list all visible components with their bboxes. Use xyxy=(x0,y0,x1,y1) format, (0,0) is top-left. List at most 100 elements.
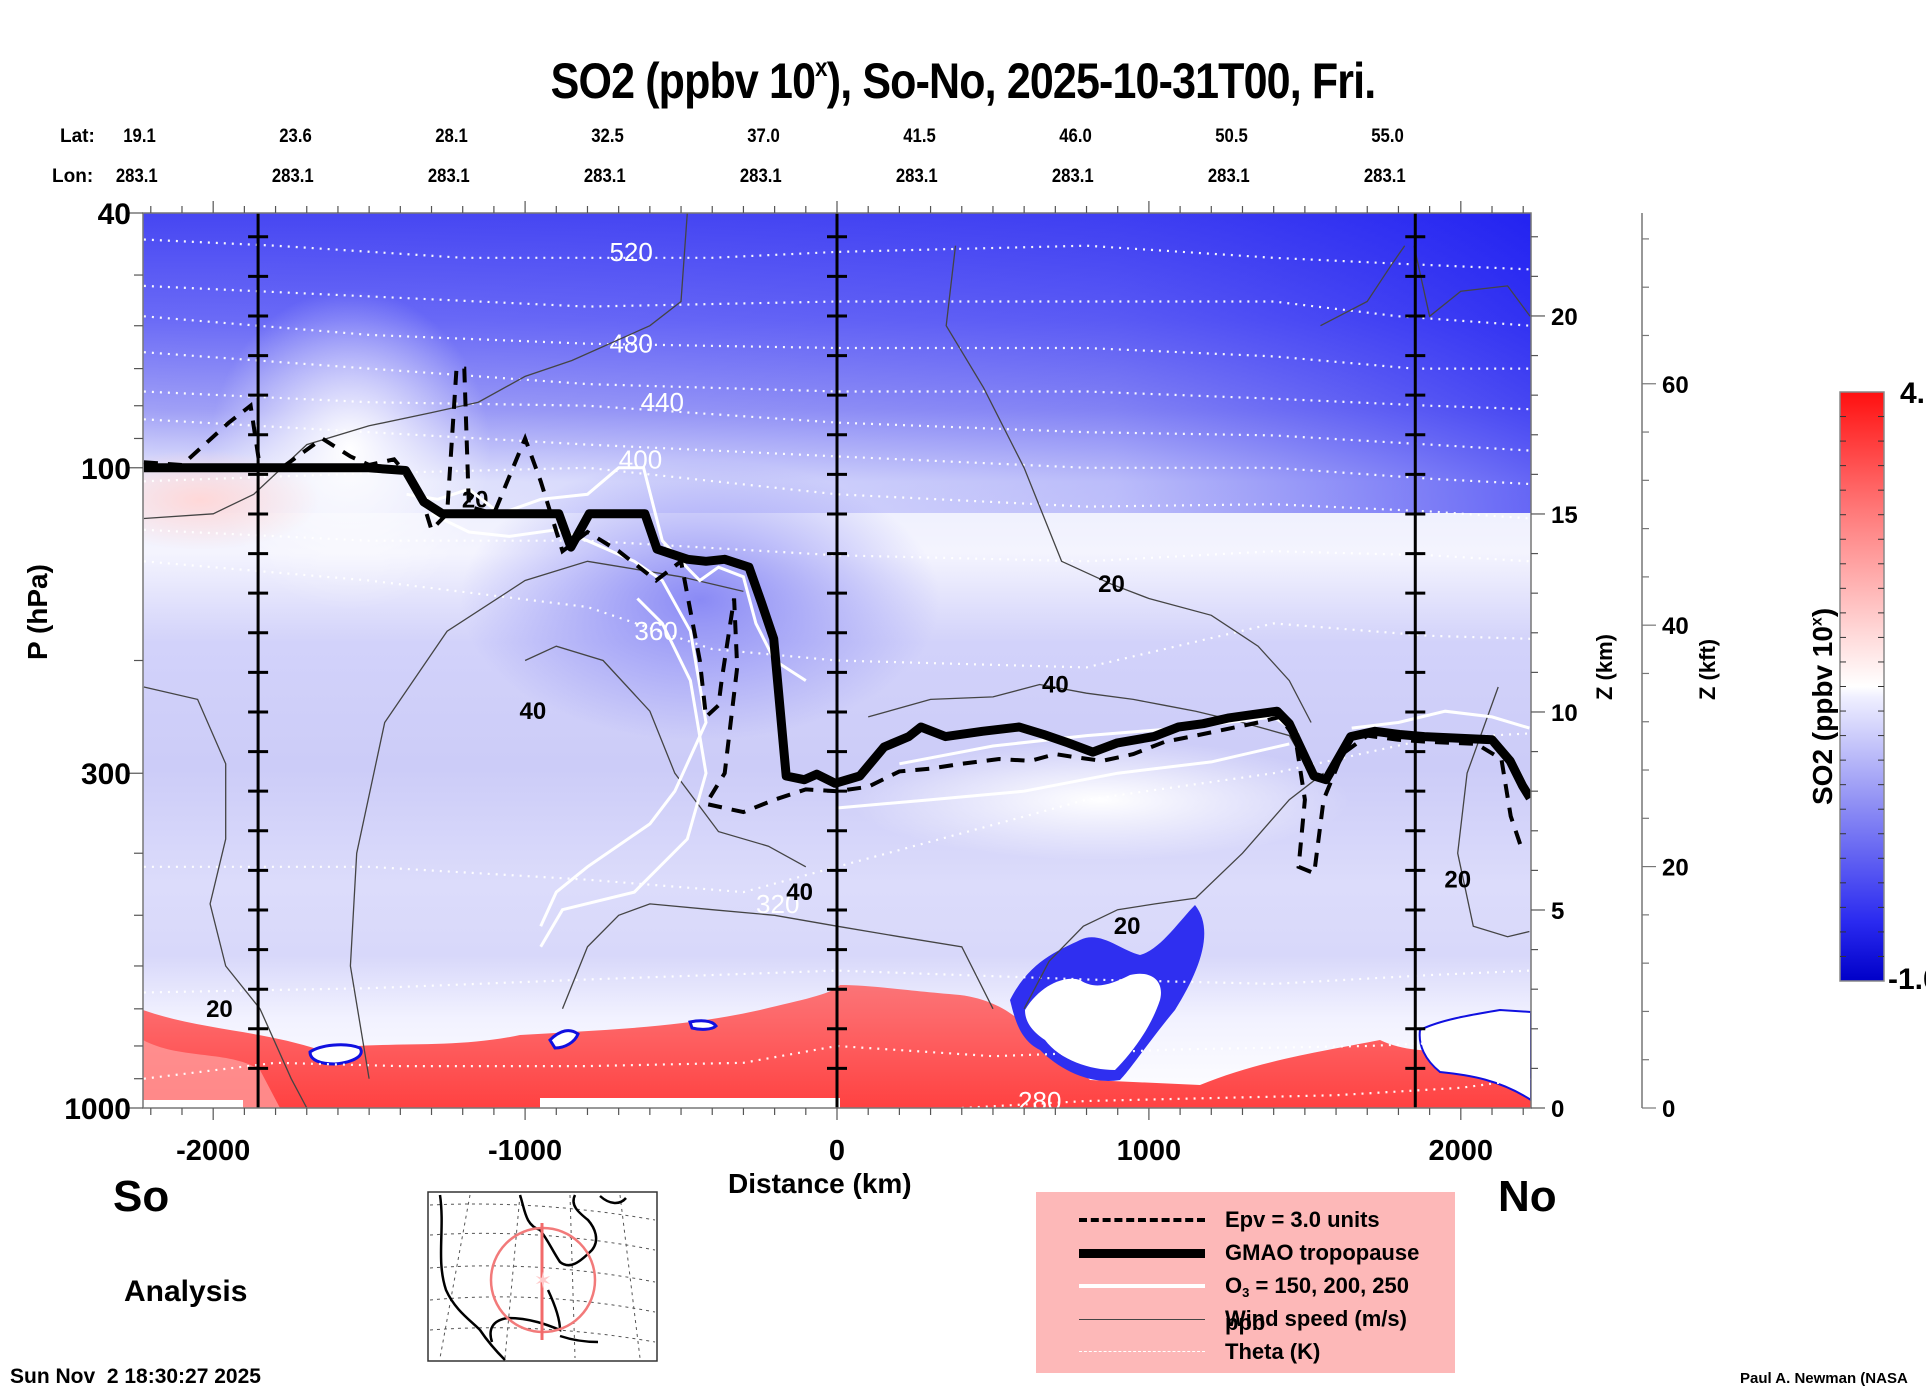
station-lat: 41.5 xyxy=(903,126,936,147)
theta-label: 520 xyxy=(609,237,652,267)
colorbar-title: SO2 (ppbv 10x) xyxy=(1807,607,1838,805)
ozone-line xyxy=(406,466,807,682)
x-tick-label: -2000 xyxy=(176,1135,250,1167)
station-lat: 32.5 xyxy=(591,126,624,147)
north-label: No xyxy=(1498,1172,1557,1221)
station-lon: 283.1 xyxy=(1051,166,1094,187)
theta-label: 280 xyxy=(1018,1086,1061,1116)
dotted-line-icon xyxy=(1079,1351,1205,1352)
legend-item-ozone: O3 = 150, 200, 250 ppb xyxy=(1036,1271,1455,1335)
lon-label: Lon: xyxy=(52,166,94,187)
colorbar-max-label: 4.00 xyxy=(1900,377,1926,410)
station-lon: 283.1 xyxy=(1363,166,1406,187)
thick-line-icon xyxy=(1079,1249,1205,1258)
y-tick-label: 100 xyxy=(81,453,131,486)
map-center-star-icon: ✶ xyxy=(534,1268,552,1293)
z-kft-tick-label: 20 xyxy=(1662,855,1689,882)
x-axis-title: Distance (km) xyxy=(728,1168,912,1199)
so2-high-south xyxy=(143,1040,280,1108)
wind-speed-label: 40 xyxy=(786,879,813,906)
z-km-tick-label: 20 xyxy=(1551,304,1578,331)
so2-missing-blob-3 xyxy=(688,1019,718,1031)
section-markers xyxy=(248,213,1426,1108)
ozone-line xyxy=(836,742,1290,810)
theta-label: 400 xyxy=(619,444,662,474)
station-lon: 283.1 xyxy=(115,166,158,187)
wind-speed-label: 40 xyxy=(520,698,547,725)
colorbar xyxy=(1839,391,1885,982)
wind-speed-line xyxy=(561,903,994,1010)
tropopause-line xyxy=(143,463,1531,801)
so2-missing-blob-2 xyxy=(548,1029,580,1050)
timestamp: Sun Nov 2 18:30:27 2025 xyxy=(10,1365,261,1388)
wind-speed-line xyxy=(1023,772,1324,1010)
wind-speed-label: 20 xyxy=(1098,571,1125,598)
y-tick-label: 1000 xyxy=(64,1093,131,1126)
theta-label: 480 xyxy=(609,329,652,359)
legend-label: Theta (K) xyxy=(1225,1339,1321,1364)
legend-label: O3 = 150, 200, 250 ppb xyxy=(1225,1273,1409,1335)
station-lon: 283.1 xyxy=(895,166,938,187)
y-tick-label: 300 xyxy=(81,758,131,791)
z-kft-tick-label: 0 xyxy=(1662,1096,1675,1123)
axes: -2000 -1000 0 1000 2000 40 100 300 1000 0 5 10 15 20 0… xyxy=(64,198,1688,1167)
x-tick-label: 0 xyxy=(829,1135,845,1167)
z-km-axis-title: Z (km) xyxy=(1592,634,1617,700)
wind-speed-line xyxy=(524,645,807,868)
chart-title: SO2 (ppbv 10x), So-No, 2025-10-31T00, Fr… xyxy=(135,52,1791,110)
station-lon: 283.1 xyxy=(271,166,314,187)
z-kft-tick-label: 60 xyxy=(1662,372,1689,399)
z-kft-axis-title: Z (kft) xyxy=(1695,638,1720,700)
z-km-tick-label: 15 xyxy=(1551,502,1578,529)
dashed-line-icon xyxy=(1079,1218,1205,1222)
title-text-suffix: ), So-No, 2025-10-31T00, Fri. xyxy=(826,53,1376,109)
station-lon: 283.1 xyxy=(427,166,470,187)
station-lat: 50.5 xyxy=(1215,126,1248,147)
station-lon: 283.1 xyxy=(739,166,782,187)
wind-speed-label: 40 xyxy=(1042,671,1069,698)
white-line-icon xyxy=(1079,1284,1205,1288)
legend-item-theta: Theta (K) xyxy=(1036,1337,1455,1367)
analysis-label: Analysis xyxy=(124,1275,248,1308)
legend: Epv = 3.0 units GMAO tropopause O3 = 150… xyxy=(1036,1192,1455,1373)
x-tick-label: -1000 xyxy=(488,1135,562,1167)
wind-speed-line xyxy=(868,683,1312,774)
so2-missing-floor-1 xyxy=(143,1100,243,1108)
station-lat: 19.1 xyxy=(123,126,156,147)
station-lon: 283.1 xyxy=(583,166,626,187)
ozone-contours xyxy=(406,466,1530,948)
wind-speed-line xyxy=(945,245,1312,723)
legend-item-tropopause: GMAO tropopause xyxy=(1036,1238,1455,1268)
legend-item-epv: Epv = 3.0 units xyxy=(1036,1205,1455,1235)
credit-label: Paul A. Newman (NASA xyxy=(1740,1370,1908,1387)
station-lat: 46.0 xyxy=(1059,126,1092,147)
z-km-tick-label: 0 xyxy=(1551,1096,1564,1123)
y-axis-title: P (hPa) xyxy=(22,564,53,660)
station-lat: 28.1 xyxy=(435,126,468,147)
theta-line xyxy=(961,1077,1531,1108)
title-superscript: x xyxy=(815,52,827,82)
ozone-line xyxy=(899,715,1300,766)
so2-pink-blob xyxy=(143,450,320,550)
wind-speed-line xyxy=(1320,245,1406,327)
thin-line-icon xyxy=(1079,1319,1205,1320)
map-coastlines xyxy=(438,1194,627,1361)
theta-line xyxy=(143,238,1531,271)
legend-label: Epv = 3.0 units xyxy=(1225,1207,1380,1232)
ozone-line xyxy=(1351,709,1530,730)
location-map: ✶ xyxy=(427,1191,658,1362)
theta-label: 440 xyxy=(641,387,684,417)
z-kft-tick-label: 40 xyxy=(1662,613,1689,640)
wind-speed-line xyxy=(1413,245,1531,318)
z-km-tick-label: 10 xyxy=(1551,700,1578,727)
station-lon: 283.1 xyxy=(1207,166,1250,187)
ozone-line xyxy=(539,597,708,948)
theta-line xyxy=(143,315,1531,370)
tropopause-path xyxy=(143,463,1531,801)
wind-speed-line xyxy=(1457,686,1530,938)
ozone-line xyxy=(430,512,708,927)
x-tick-label: 1000 xyxy=(1117,1135,1182,1167)
